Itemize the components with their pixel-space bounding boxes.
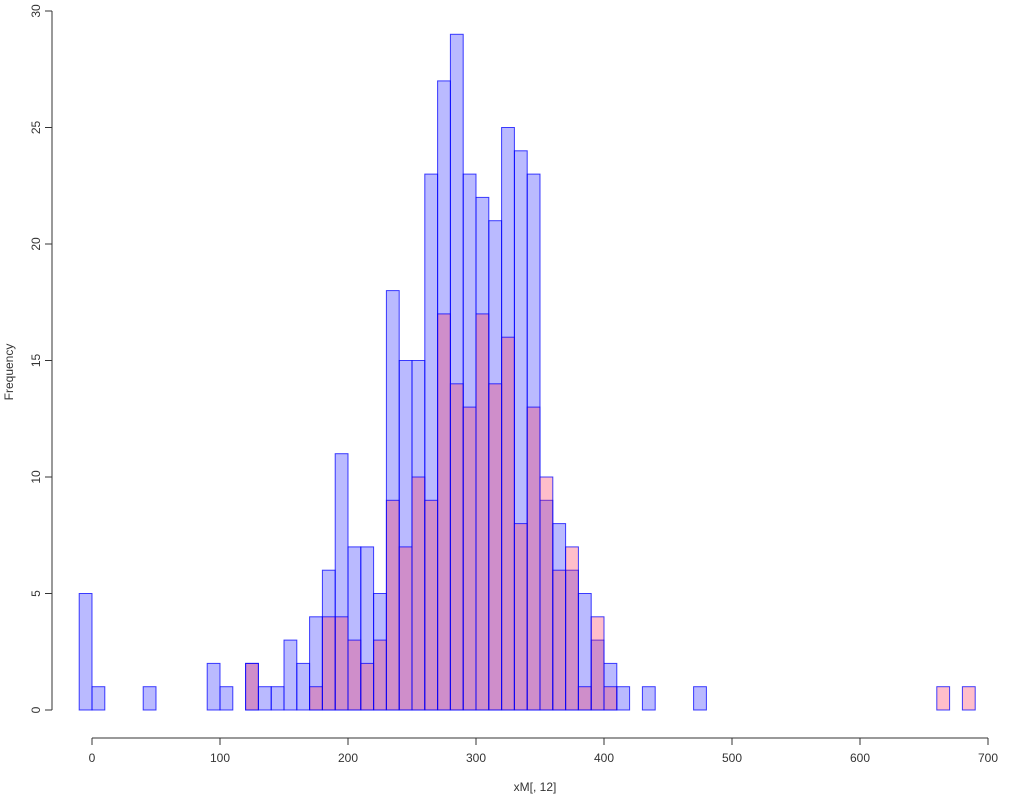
histogram-bar [411, 476, 426, 711]
histogram-bar [373, 639, 387, 711]
histogram-bar [398, 546, 413, 711]
y-tick-label: 20 [29, 237, 43, 251]
x-tick-label: 200 [338, 751, 358, 765]
histogram-bar [283, 639, 298, 711]
histogram-bar [526, 406, 541, 711]
histogram-bar [603, 686, 618, 711]
x-tick-label: 700 [978, 751, 998, 765]
histogram-bar [641, 686, 656, 711]
histogram-bar [206, 662, 221, 711]
histogram-bar [616, 686, 631, 711]
y-tick-label: 10 [29, 470, 43, 484]
histogram-bar [577, 686, 592, 711]
histogram-bar [488, 383, 503, 711]
x-tick-label: 100 [210, 751, 230, 765]
histogram-bar [270, 686, 285, 711]
histogram-bar [961, 686, 976, 711]
y-axis-label: Frequency [2, 344, 16, 401]
histogram-bar [334, 616, 349, 711]
histogram-bar [321, 616, 336, 711]
x-tick-label: 500 [722, 751, 742, 765]
histogram-bar [936, 686, 951, 711]
histogram-bar [78, 593, 93, 711]
histogram-bar [552, 569, 567, 711]
histogram-bar [539, 476, 554, 711]
y-tick-label: 0 [29, 706, 43, 713]
histogram-bar [475, 313, 490, 711]
histogram-bar [245, 662, 259, 711]
y-tick-label: 15 [29, 354, 43, 368]
histogram-bar [142, 686, 157, 711]
y-tick-label: 30 [29, 4, 43, 18]
histogram-bar [462, 406, 477, 711]
x-tick-label: 400 [594, 751, 614, 765]
histogram-bar [501, 336, 515, 711]
y-tick-label: 5 [29, 590, 43, 597]
y-tick-label: 25 [29, 121, 43, 135]
histogram-bar [513, 523, 528, 711]
x-tick-label: 0 [89, 751, 96, 765]
histogram-bar [309, 686, 323, 711]
histogram-bar [424, 499, 439, 711]
histogram-bar [257, 686, 272, 711]
x-tick-label: 600 [850, 751, 870, 765]
x-tick-label: 300 [466, 751, 486, 765]
histogram-bar [385, 499, 400, 711]
histogram-bar [437, 313, 451, 711]
histogram-bar [590, 616, 605, 711]
histogram-bar [565, 546, 579, 711]
histogram-bar [296, 662, 311, 711]
histogram-bar [347, 639, 362, 711]
x-axis-label: xM[, 12] [514, 780, 557, 794]
histogram-bar [91, 686, 106, 711]
histogram-bar [449, 383, 464, 711]
histogram-bar [693, 686, 707, 711]
histogram-bar [219, 686, 234, 711]
histogram-bar [360, 662, 375, 711]
